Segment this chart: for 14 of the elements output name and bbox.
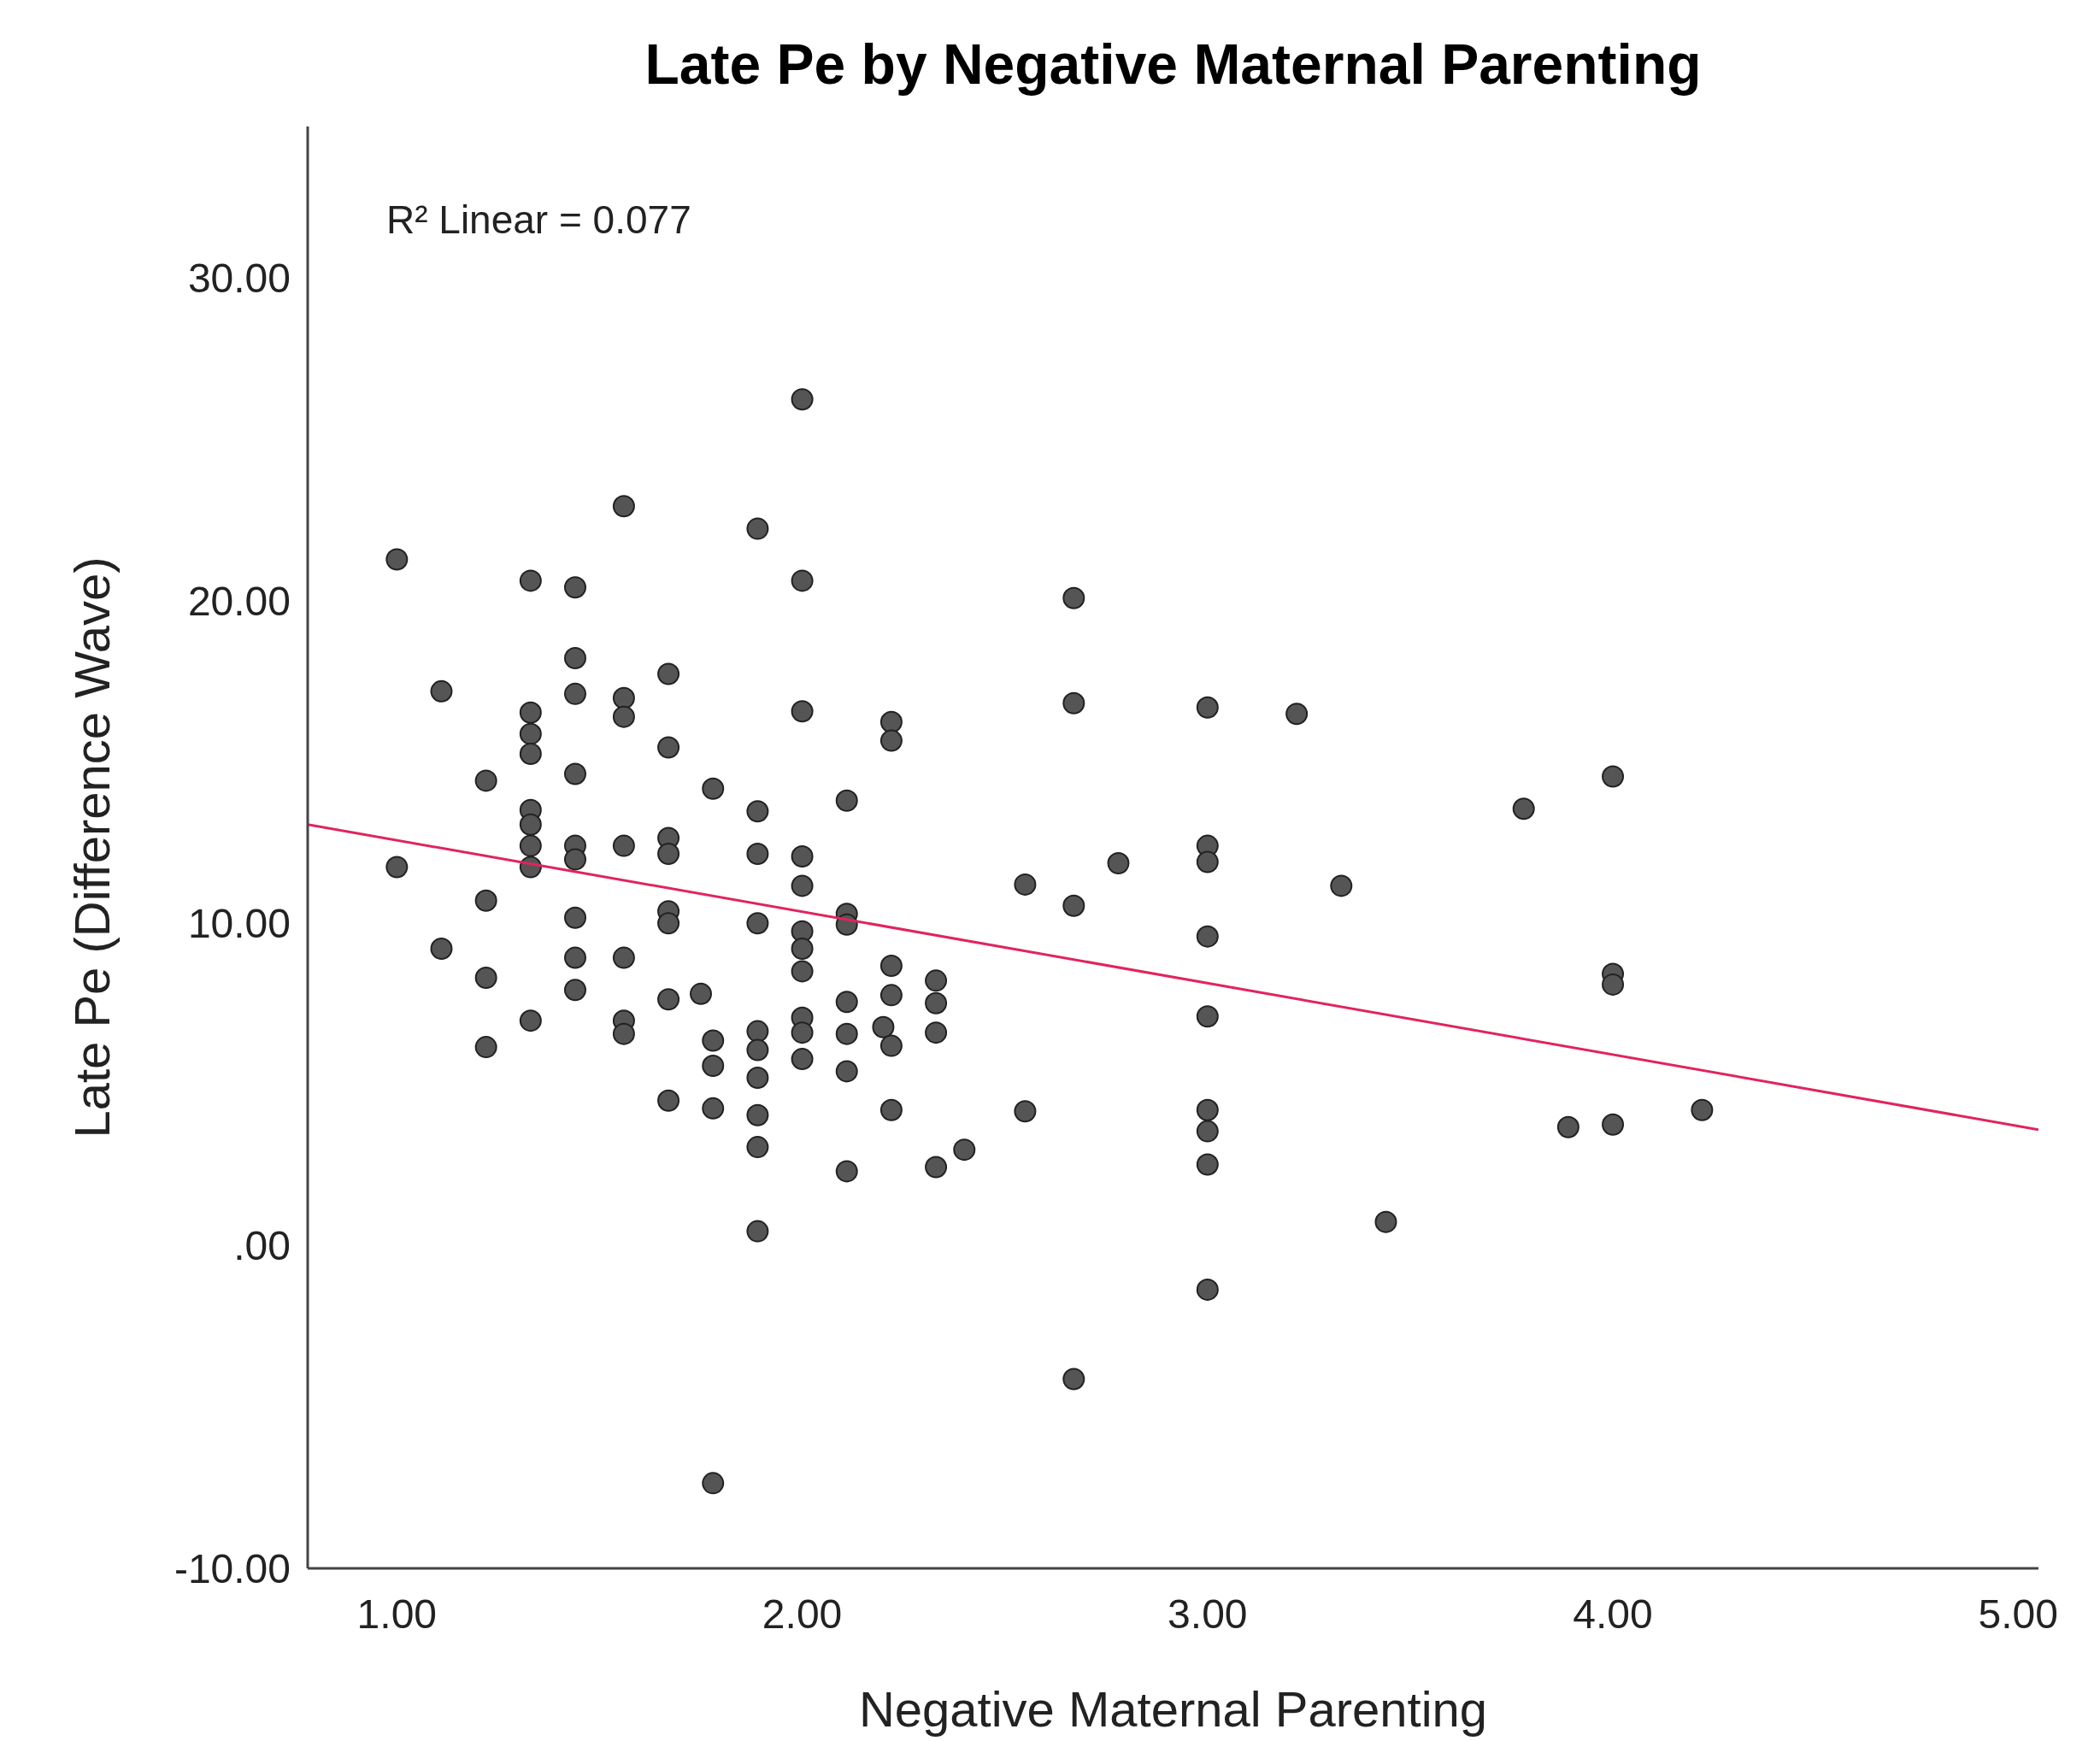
x-tick-label: 3.00 [1168, 1591, 1248, 1637]
y-tick-label: 20.00 [187, 578, 291, 624]
annotation: R² Linear = 0.077 [386, 197, 691, 242]
x-axis-title: Negative Maternal Parenting [858, 1681, 1488, 1737]
y-tick-label: .00 [233, 1223, 291, 1269]
y-tick-label: 10.00 [187, 900, 291, 946]
x-tick-label: 2.00 [762, 1591, 843, 1637]
y-axis-title: Late Pe (Difference Wave) [64, 556, 120, 1138]
x-tick-label: 1.00 [356, 1591, 438, 1637]
y-tick-label: -10.00 [174, 1545, 291, 1591]
x-tick-label: 4.00 [1573, 1591, 1653, 1637]
x-tick-label: 5.00 [1978, 1591, 2058, 1637]
chart-title: Late Pe by Negative Maternal Parenting [644, 32, 1702, 96]
y-tick-label: 30.00 [187, 256, 291, 302]
